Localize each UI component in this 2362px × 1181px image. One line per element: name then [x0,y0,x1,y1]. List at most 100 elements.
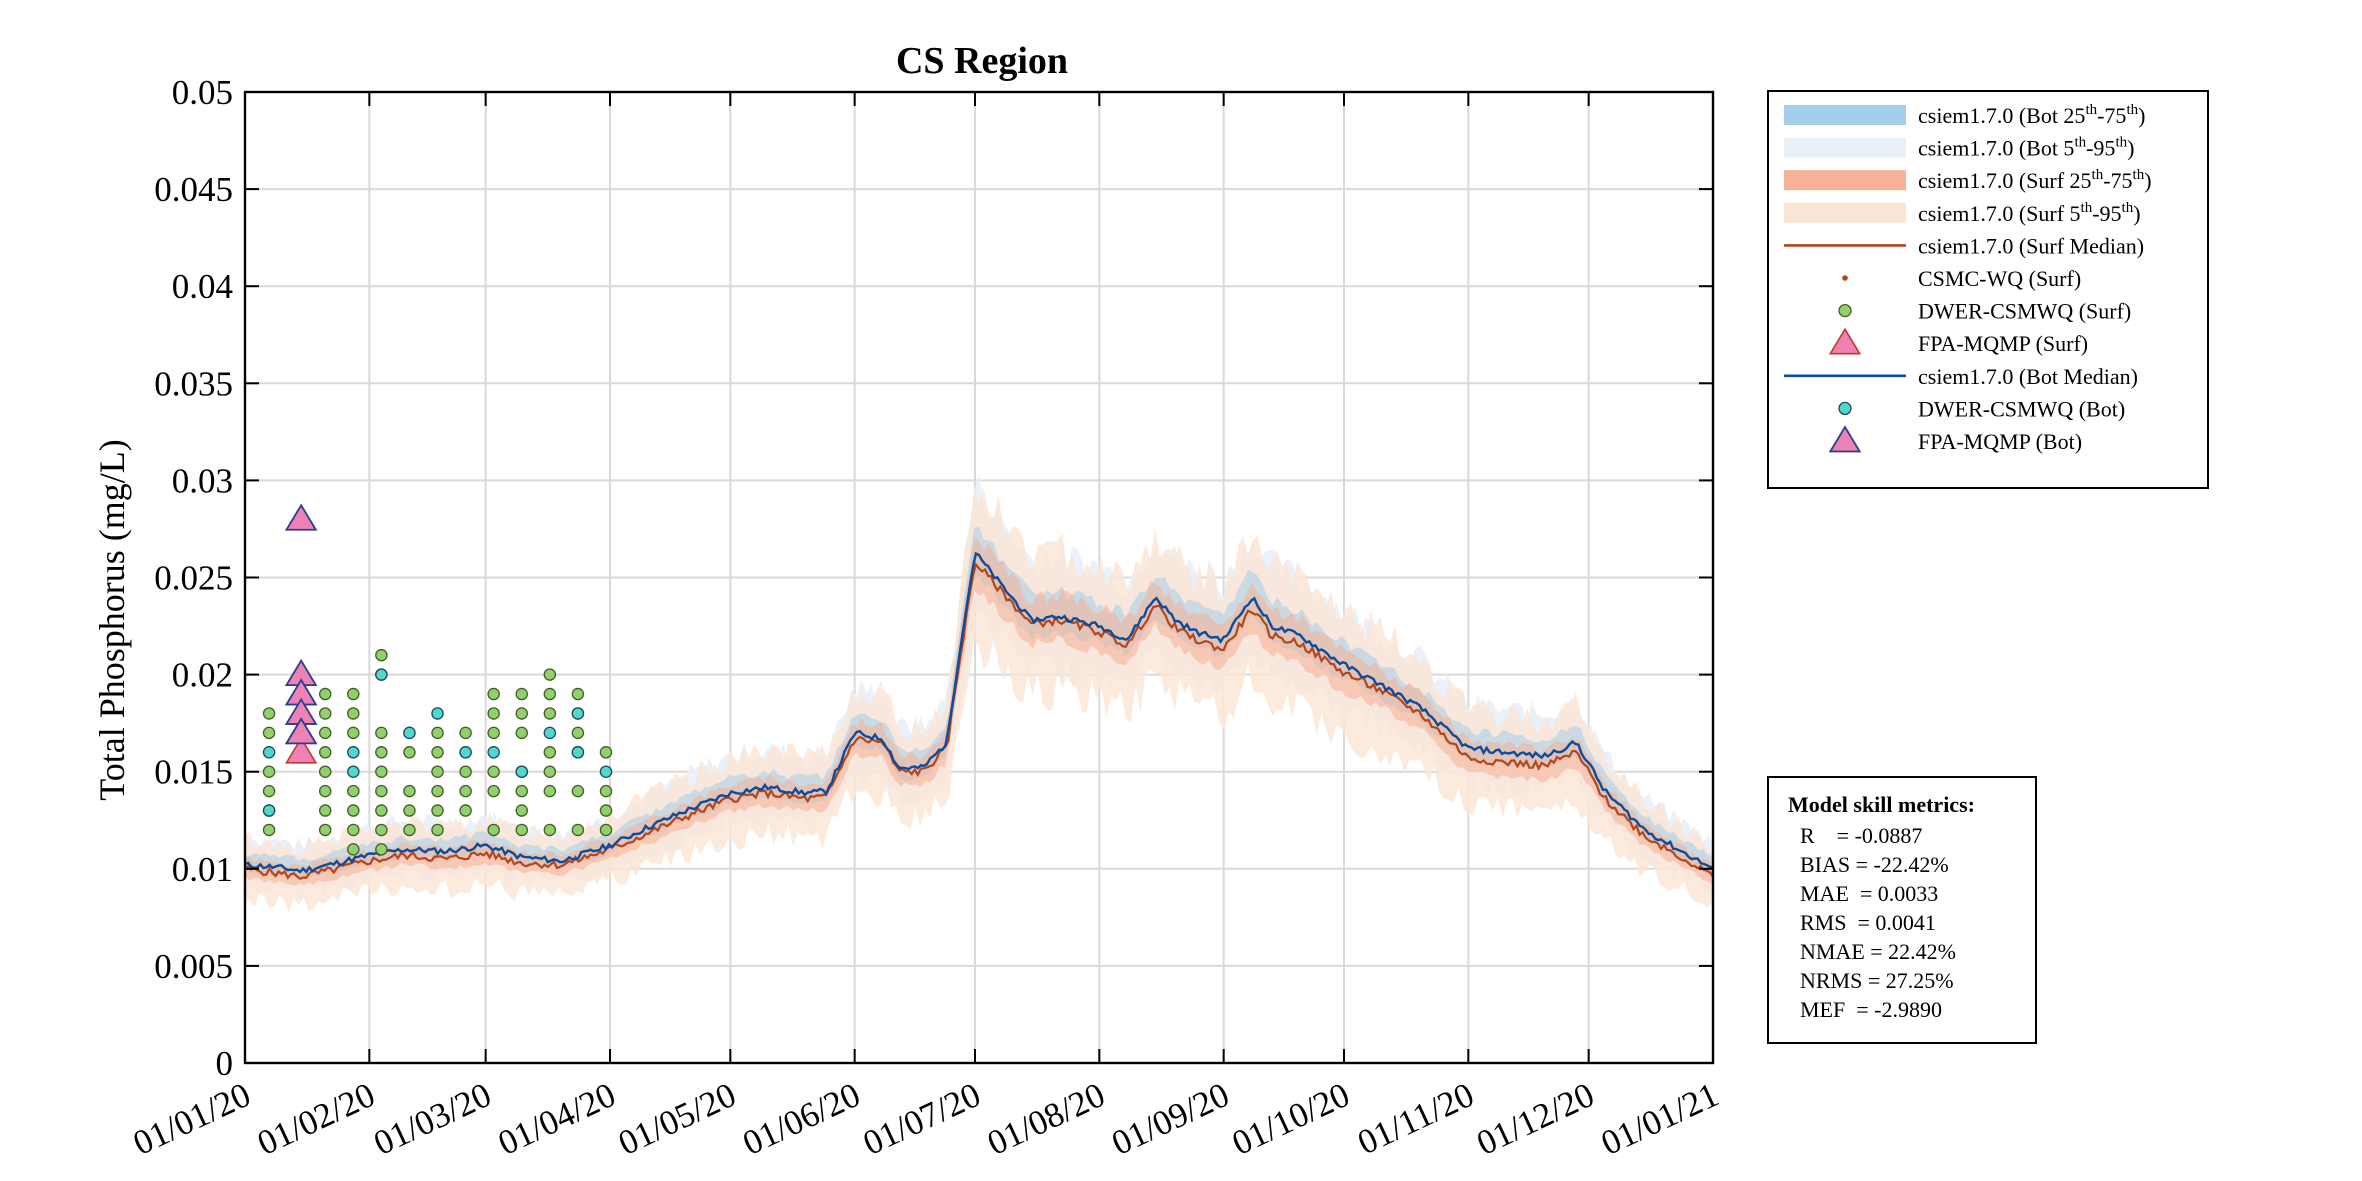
legend-label: csiem1.7.0 (Surf Median) [1918,233,2144,258]
legend-label-part: -95 [2092,201,2121,226]
marker-dwer-bot [375,668,388,681]
y-tick-label: 0.03 [172,461,233,500]
y-tick-label: 0.05 [172,73,233,112]
metrics-title: Model skill metrics: [1788,792,1975,817]
legend-swatch-csmc [1842,275,1848,281]
marker-dwer-surf [318,823,332,837]
legend-label: DWER-CSMWQ (Surf) [1918,299,2131,324]
legend-label: csiem1.7.0 (Bot 5th-95th) [1918,135,2134,161]
marker-dwer-surf [487,765,500,778]
marker-dwer-surf [318,804,332,817]
marker-dwer-surf [403,784,416,798]
marker-dwer-surf [599,804,613,817]
legend-label: FPA-MQMP (Bot) [1918,429,2082,454]
marker-dwer-surf [347,687,360,701]
y-tick-label: 0.035 [154,364,233,403]
marker-dwer-surf [347,707,360,720]
marker-dwer-surf [599,823,613,837]
legend-label: csiem1.7.0 (Surf 5th-95th) [1918,200,2141,226]
marker-dwer-surf [487,687,500,701]
marker-dwer-surf [347,843,360,856]
legend-label-part: -75 [2097,103,2126,128]
y-tick-label: 0.015 [154,753,233,792]
marker-dwer-surf [431,765,444,778]
marker-dwer-surf [262,784,276,798]
legend-label: csiem1.7.0 (Bot 25th-75th) [1918,102,2145,128]
marker-dwer-surf [375,804,388,817]
marker-dwer-surf [431,746,444,759]
marker-dwer-surf [515,707,529,720]
marker-dwer-surf [318,726,332,740]
legend-label-part: -75 [2103,168,2132,193]
marker-dwer-surf [262,765,276,778]
marker-dwer-surf [375,726,388,740]
legend-label-part: csiem1.7.0 (Surf 5 [1918,201,2081,226]
marker-dwer-surf [487,784,500,798]
marker-dwer-bot [403,726,416,740]
y-tick-label: 0.005 [154,947,233,986]
marker-dwer-bot [571,746,585,759]
marker-dwer-bot [262,804,276,817]
legend-label-part: ) [2127,136,2134,161]
marker-dwer-surf [543,687,557,701]
metrics-box: Model skill metrics: R = -0.0887 BIAS = -2… [1767,776,2037,1044]
metrics-line: RMS = 0.0041 [1800,910,1936,935]
marker-dwer-bot [431,707,444,720]
marker-dwer-surf [487,823,500,837]
marker-fpa-bot [284,717,318,745]
marker-dwer-surf [347,823,360,837]
marker-dwer-surf [571,823,585,837]
marker-dwer-surf [347,726,360,740]
marker-dwer-surf [571,784,585,798]
marker-dwer-surf [599,784,613,798]
marker-dwer-surf [487,726,500,740]
marker-dwer-bot [262,746,276,759]
marker-dwer-surf [375,784,388,798]
legend-swatch-dwer-surf [1838,303,1852,318]
marker-dwer-surf [459,726,472,740]
marker-fpa-surf [285,736,318,764]
marker-dwer-surf [375,746,388,759]
marker-dwer-bot [571,707,585,720]
marker-dwer-surf [318,687,332,701]
legend-label: csiem1.7.0 (Bot Median) [1918,364,2138,389]
marker-dwer-surf [543,823,557,837]
marker-dwer-surf [543,707,557,720]
line-bot-median [244,551,1714,874]
legend-label-sup: th [2074,135,2086,151]
marker-dwer-surf [318,707,332,720]
marker-dwer-surf [459,765,472,778]
legend-label-sup: th [2122,200,2134,216]
legend-label-sup: th [2085,102,2097,118]
metrics-line: MAE = 0.0033 [1800,881,1938,906]
marker-dwer-surf [459,784,472,798]
marker-dwer-surf [375,648,388,662]
marker-dwer-surf [487,707,500,720]
y-tick-label: 0.025 [154,559,233,598]
marker-dwer-surf [375,843,388,856]
y-tick-label: 0 [216,1044,234,1083]
y-tick-label: 0.045 [154,170,233,209]
legend-swatch-dwer-bot [1838,401,1852,416]
legend-label: FPA-MQMP (Surf) [1918,331,2088,356]
marker-dwer-surf [599,746,613,759]
legend: csiem1.7.0 (Bot 25th-75th)csiem1.7.0 (Bo… [1767,90,2209,489]
metrics-line: NRMS = 27.25% [1800,968,1954,993]
marker-dwer-bot [515,765,529,778]
marker-dwer-bot [543,726,557,740]
legend-label-part: csiem1.7.0 (Bot 5 [1918,136,2074,161]
marker-dwer-surf [515,823,529,837]
legend-swatch-surf-p5-95 [1784,202,1906,223]
legend-label-part: csiem1.7.0 (Bot 25 [1918,103,2085,128]
legend-label-sup: th [2115,135,2127,151]
legend-label: CSMC-WQ (Surf) [1918,266,2081,291]
marker-dwer-surf [262,823,276,837]
legend-label-part: ) [2133,201,2140,226]
y-tick-label: 0.02 [172,656,233,695]
legend-label: DWER-CSMWQ (Bot) [1918,396,2125,421]
marker-dwer-surf [543,668,557,681]
marker-dwer-surf [403,746,416,759]
marker-dwer-surf [375,823,388,837]
legend-label-part: ) [2138,103,2145,128]
